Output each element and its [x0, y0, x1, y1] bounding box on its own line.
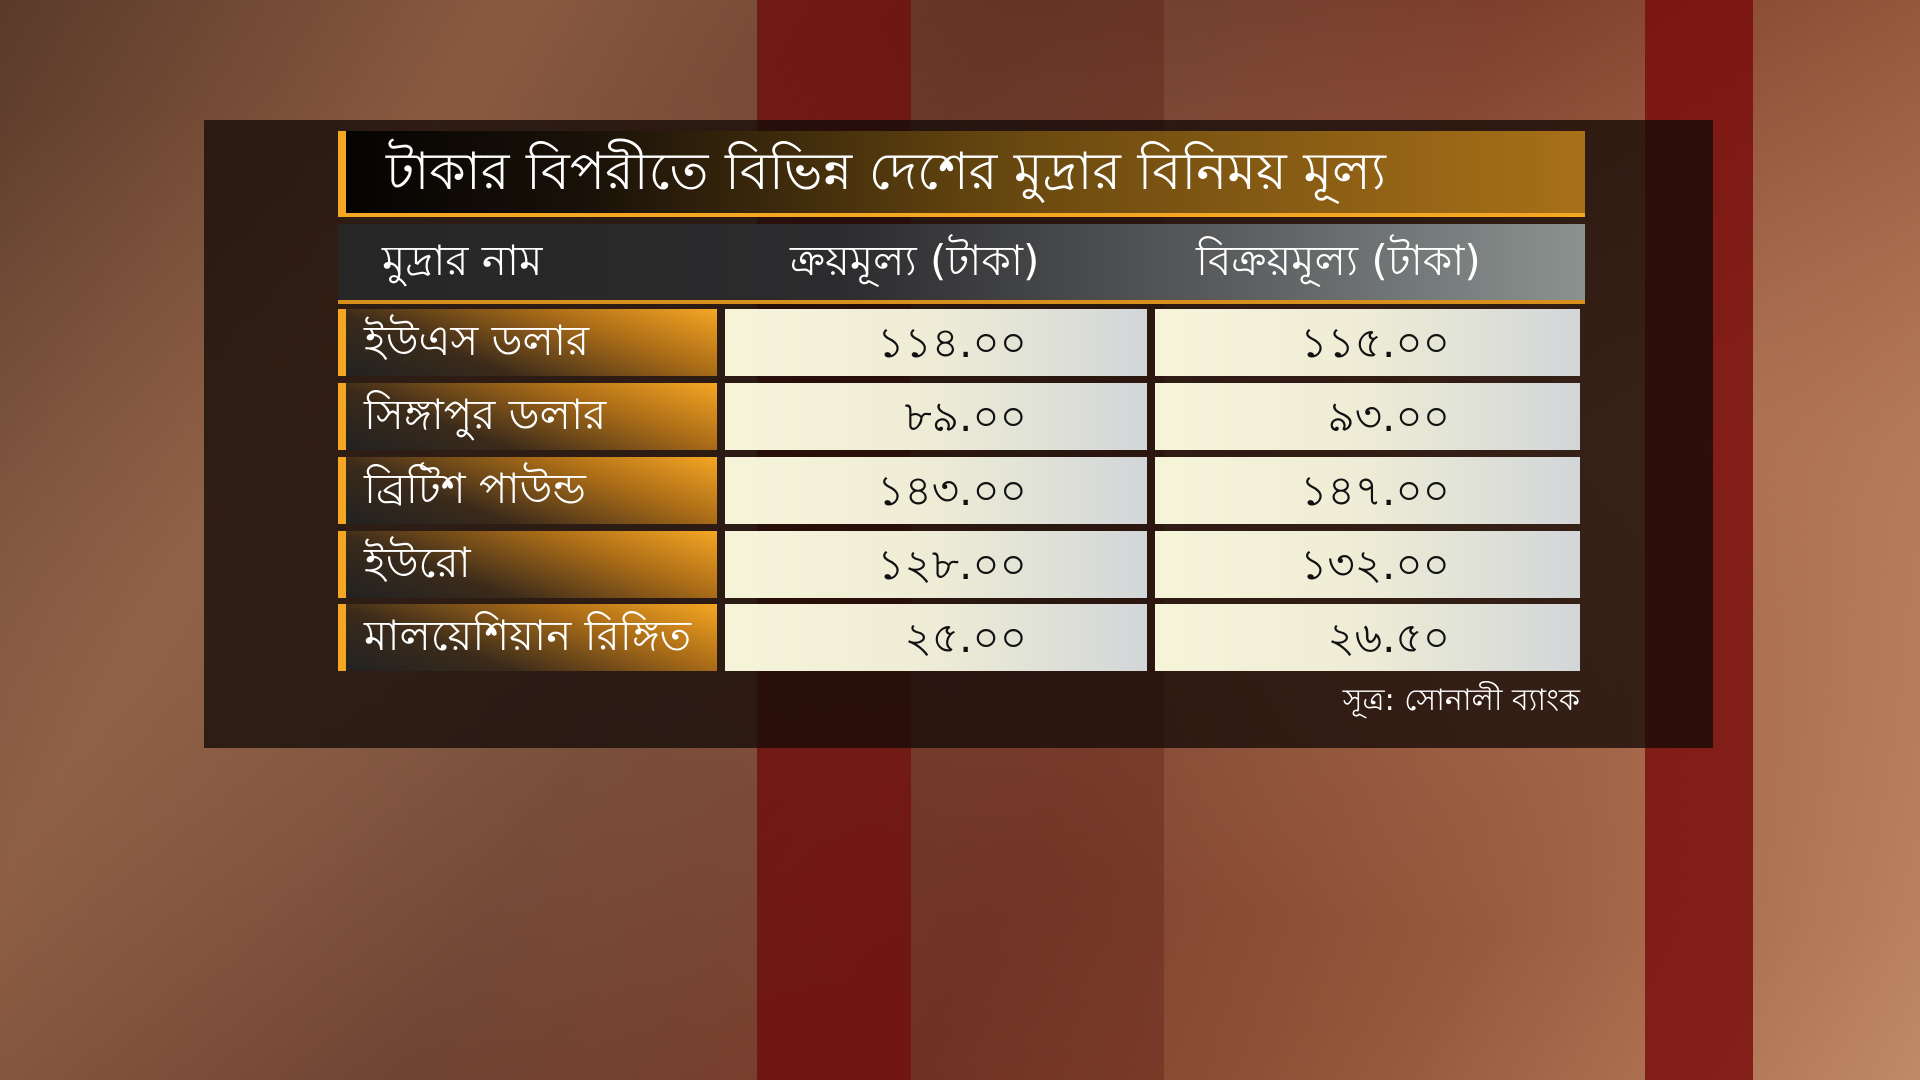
- currency-name: ব্রিটিশ পাউন্ড: [338, 457, 717, 524]
- header-buy-rate: ক্রয়মূল্য (টাকা): [790, 236, 1040, 285]
- table-row: ব্রিটিশ পাউন্ড ১৪৩.০০ ১৪৭.০০: [338, 457, 1585, 524]
- graphic-title: টাকার বিপরীতে বিভিন্ন দেশের মুদ্রার বিনি…: [338, 131, 1585, 217]
- buy-rate: ১৪৩.০০: [725, 457, 1147, 524]
- currency-name: ইউএস ডলার: [338, 309, 717, 376]
- buy-rate: ১১৪.০০: [725, 309, 1147, 376]
- header-currency-name: মুদ্রার নাম: [382, 236, 543, 285]
- table-row: ইউরো ১২৮.০০ ১৩২.০০: [338, 531, 1585, 598]
- sell-rate: ২৬.৫০: [1155, 604, 1580, 671]
- currency-name: মালয়েশিয়ান রিঙ্গিত: [338, 604, 717, 671]
- sell-rate: ১৩২.০০: [1155, 531, 1580, 598]
- buy-rate: ২৫.০০: [725, 604, 1147, 671]
- table-row: মালয়েশিয়ান রিঙ্গিত ২৫.০০ ২৬.৫০: [338, 604, 1585, 671]
- table-row: ইউএস ডলার ১১৪.০০ ১১৫.০০: [338, 309, 1585, 376]
- table-header: মুদ্রার নাম ক্রয়মূল্য (টাকা) বিক্রয়মূল…: [338, 224, 1585, 304]
- sell-rate: ৯৩.০০: [1155, 383, 1580, 450]
- buy-rate: ৮৯.০০: [725, 383, 1147, 450]
- source-credit: সূত্র: সোনালী ব্যাংক: [1342, 683, 1580, 718]
- sell-rate: ১১৫.০০: [1155, 309, 1580, 376]
- table-row: সিঙ্গাপুর ডলার ৮৯.০০ ৯৩.০০: [338, 383, 1585, 450]
- sell-rate: ১৪৭.০০: [1155, 457, 1580, 524]
- currency-name: ইউরো: [338, 531, 717, 598]
- header-sell-rate: বিক্রয়মূল্য (টাকা): [1196, 236, 1481, 285]
- currency-name: সিঙ্গাপুর ডলার: [338, 383, 717, 450]
- buy-rate: ১২৮.০০: [725, 531, 1147, 598]
